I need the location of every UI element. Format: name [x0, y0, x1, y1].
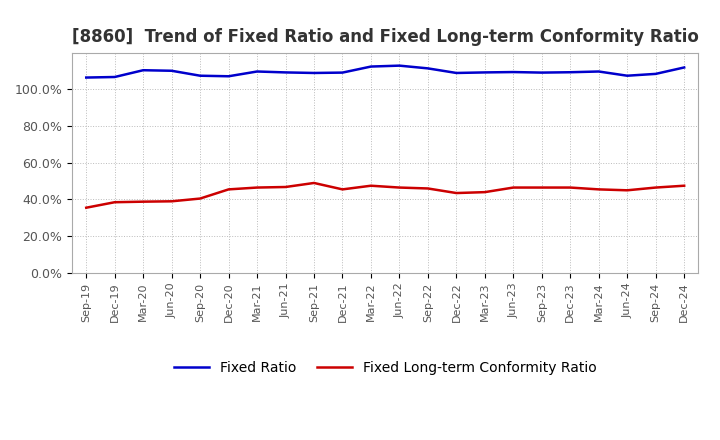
Fixed Ratio — [366, 64, 375, 69]
Line: Fixed Ratio: Fixed Ratio — [86, 66, 684, 77]
Fixed Long-term Conformity Ratio — [167, 199, 176, 204]
Fixed Ratio — [338, 70, 347, 75]
Fixed Long-term Conformity Ratio — [225, 187, 233, 192]
Fixed Long-term Conformity Ratio — [139, 199, 148, 204]
Fixed Ratio — [680, 65, 688, 70]
Fixed Long-term Conformity Ratio — [566, 185, 575, 190]
Fixed Ratio — [509, 70, 518, 75]
Fixed Ratio — [167, 68, 176, 73]
Fixed Long-term Conformity Ratio — [338, 187, 347, 192]
Fixed Ratio — [423, 66, 432, 71]
Fixed Long-term Conformity Ratio — [652, 185, 660, 190]
Fixed Long-term Conformity Ratio — [253, 185, 261, 190]
Fixed Long-term Conformity Ratio — [82, 205, 91, 210]
Fixed Long-term Conformity Ratio — [509, 185, 518, 190]
Fixed Long-term Conformity Ratio — [395, 185, 404, 190]
Legend: Fixed Ratio, Fixed Long-term Conformity Ratio: Fixed Ratio, Fixed Long-term Conformity … — [168, 355, 602, 380]
Fixed Long-term Conformity Ratio — [366, 183, 375, 188]
Fixed Ratio — [225, 73, 233, 79]
Fixed Long-term Conformity Ratio — [423, 186, 432, 191]
Fixed Ratio — [480, 70, 489, 75]
Fixed Ratio — [537, 70, 546, 75]
Fixed Long-term Conformity Ratio — [480, 190, 489, 195]
Fixed Ratio — [623, 73, 631, 78]
Fixed Ratio — [566, 70, 575, 75]
Fixed Ratio — [595, 69, 603, 74]
Fixed Long-term Conformity Ratio — [595, 187, 603, 192]
Fixed Ratio — [82, 75, 91, 80]
Fixed Long-term Conformity Ratio — [623, 187, 631, 193]
Fixed Long-term Conformity Ratio — [452, 191, 461, 196]
Fixed Long-term Conformity Ratio — [310, 180, 318, 186]
Fixed Ratio — [196, 73, 204, 78]
Fixed Long-term Conformity Ratio — [110, 200, 119, 205]
Fixed Ratio — [253, 69, 261, 74]
Fixed Long-term Conformity Ratio — [196, 196, 204, 201]
Fixed Ratio — [110, 74, 119, 80]
Fixed Ratio — [139, 68, 148, 73]
Fixed Ratio — [310, 70, 318, 76]
Fixed Long-term Conformity Ratio — [537, 185, 546, 190]
Fixed Ratio — [282, 70, 290, 75]
Fixed Long-term Conformity Ratio — [282, 184, 290, 190]
Fixed Ratio — [395, 63, 404, 68]
Title: [8860]  Trend of Fixed Ratio and Fixed Long-term Conformity Ratio: [8860] Trend of Fixed Ratio and Fixed Lo… — [72, 28, 698, 46]
Line: Fixed Long-term Conformity Ratio: Fixed Long-term Conformity Ratio — [86, 183, 684, 208]
Fixed Ratio — [452, 70, 461, 76]
Fixed Ratio — [652, 71, 660, 77]
Fixed Long-term Conformity Ratio — [680, 183, 688, 188]
